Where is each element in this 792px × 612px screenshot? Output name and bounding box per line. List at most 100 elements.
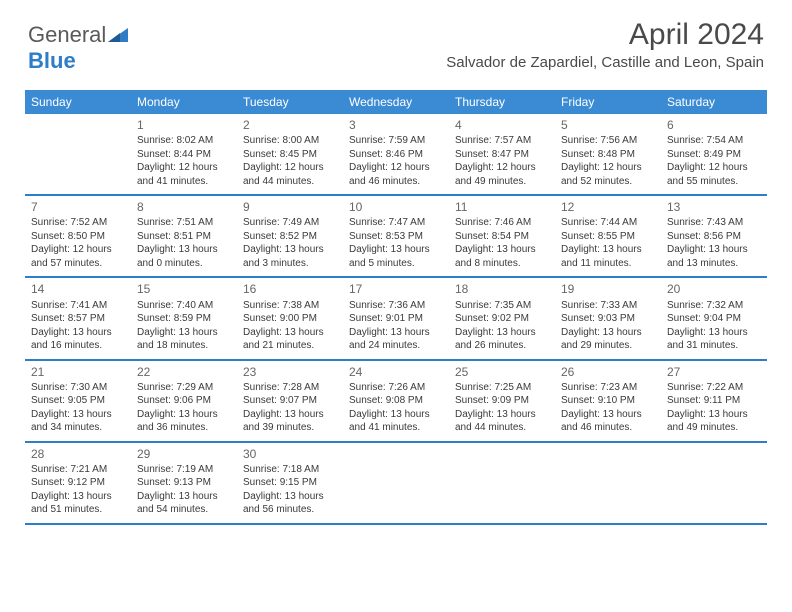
day-dl1: Daylight: 13 hours — [667, 408, 761, 422]
day-dl1: Daylight: 13 hours — [349, 326, 443, 340]
day-number: 18 — [455, 281, 549, 297]
day-dl2: and 41 minutes. — [137, 175, 231, 189]
day-sunset: Sunset: 9:09 PM — [455, 394, 549, 408]
week-row: 14Sunrise: 7:41 AMSunset: 8:57 PMDayligh… — [25, 278, 767, 360]
day-cell: 21Sunrise: 7:30 AMSunset: 9:05 PMDayligh… — [25, 361, 131, 441]
day-dl1: Daylight: 12 hours — [243, 161, 337, 175]
day-dl2: and 16 minutes. — [31, 339, 125, 353]
day-cell — [661, 443, 767, 523]
day-sunrise: Sunrise: 7:56 AM — [561, 134, 655, 148]
day-dl2: and 46 minutes. — [349, 175, 443, 189]
day-cell: 1Sunrise: 8:02 AMSunset: 8:44 PMDaylight… — [131, 114, 237, 194]
day-number: 13 — [667, 199, 761, 215]
weekday-header: Tuesday — [237, 90, 343, 114]
day-cell: 9Sunrise: 7:49 AMSunset: 8:52 PMDaylight… — [237, 196, 343, 276]
day-dl1: Daylight: 13 hours — [455, 326, 549, 340]
day-sunset: Sunset: 8:46 PM — [349, 148, 443, 162]
day-sunset: Sunset: 8:55 PM — [561, 230, 655, 244]
day-dl2: and 18 minutes. — [137, 339, 231, 353]
day-sunrise: Sunrise: 7:18 AM — [243, 463, 337, 477]
weekday-header: Monday — [131, 90, 237, 114]
day-number: 8 — [137, 199, 231, 215]
day-dl2: and 3 minutes. — [243, 257, 337, 271]
day-dl2: and 8 minutes. — [455, 257, 549, 271]
day-sunrise: Sunrise: 7:36 AM — [349, 299, 443, 313]
day-number: 4 — [455, 117, 549, 133]
day-sunrise: Sunrise: 7:32 AM — [667, 299, 761, 313]
week-row: 7Sunrise: 7:52 AMSunset: 8:50 PMDaylight… — [25, 196, 767, 278]
day-dl2: and 51 minutes. — [31, 503, 125, 517]
day-number: 9 — [243, 199, 337, 215]
day-cell: 19Sunrise: 7:33 AMSunset: 9:03 PMDayligh… — [555, 278, 661, 358]
day-sunrise: Sunrise: 7:43 AM — [667, 216, 761, 230]
day-sunset: Sunset: 8:50 PM — [31, 230, 125, 244]
day-dl1: Daylight: 13 hours — [31, 408, 125, 422]
weekday-header-row: Sunday Monday Tuesday Wednesday Thursday… — [25, 90, 767, 114]
day-number: 19 — [561, 281, 655, 297]
day-cell: 24Sunrise: 7:26 AMSunset: 9:08 PMDayligh… — [343, 361, 449, 441]
day-dl2: and 36 minutes. — [137, 421, 231, 435]
weekday-header: Sunday — [25, 90, 131, 114]
week-row: 1Sunrise: 8:02 AMSunset: 8:44 PMDaylight… — [25, 114, 767, 196]
day-dl1: Daylight: 12 hours — [455, 161, 549, 175]
day-dl2: and 34 minutes. — [31, 421, 125, 435]
logo-text-blue: Blue — [28, 48, 76, 73]
day-dl2: and 13 minutes. — [667, 257, 761, 271]
day-number: 16 — [243, 281, 337, 297]
day-sunrise: Sunrise: 7:23 AM — [561, 381, 655, 395]
day-dl2: and 26 minutes. — [455, 339, 549, 353]
day-dl1: Daylight: 13 hours — [243, 326, 337, 340]
day-number: 28 — [31, 446, 125, 462]
day-cell: 7Sunrise: 7:52 AMSunset: 8:50 PMDaylight… — [25, 196, 131, 276]
day-sunset: Sunset: 8:53 PM — [349, 230, 443, 244]
day-dl1: Daylight: 13 hours — [243, 490, 337, 504]
page-title: April 2024 — [446, 18, 764, 52]
logo-text: General Blue — [28, 22, 128, 74]
day-sunrise: Sunrise: 8:02 AM — [137, 134, 231, 148]
logo-text-gray: General — [28, 22, 106, 47]
day-dl1: Daylight: 13 hours — [561, 326, 655, 340]
weeks-container: 1Sunrise: 8:02 AMSunset: 8:44 PMDaylight… — [25, 114, 767, 525]
day-sunset: Sunset: 9:04 PM — [667, 312, 761, 326]
day-sunset: Sunset: 9:12 PM — [31, 476, 125, 490]
day-dl2: and 54 minutes. — [137, 503, 231, 517]
day-dl1: Daylight: 12 hours — [31, 243, 125, 257]
day-sunset: Sunset: 8:44 PM — [137, 148, 231, 162]
day-sunset: Sunset: 8:57 PM — [31, 312, 125, 326]
day-sunrise: Sunrise: 7:40 AM — [137, 299, 231, 313]
day-cell: 10Sunrise: 7:47 AMSunset: 8:53 PMDayligh… — [343, 196, 449, 276]
day-sunset: Sunset: 8:59 PM — [137, 312, 231, 326]
day-cell: 14Sunrise: 7:41 AMSunset: 8:57 PMDayligh… — [25, 278, 131, 358]
day-number: 29 — [137, 446, 231, 462]
day-sunrise: Sunrise: 7:30 AM — [31, 381, 125, 395]
day-sunset: Sunset: 8:45 PM — [243, 148, 337, 162]
header: General Blue April 2024 Salvador de Zapa… — [0, 0, 792, 80]
day-sunset: Sunset: 8:51 PM — [137, 230, 231, 244]
day-sunrise: Sunrise: 8:00 AM — [243, 134, 337, 148]
day-dl1: Daylight: 13 hours — [349, 408, 443, 422]
day-dl1: Daylight: 13 hours — [137, 408, 231, 422]
day-dl2: and 57 minutes. — [31, 257, 125, 271]
day-cell: 20Sunrise: 7:32 AMSunset: 9:04 PMDayligh… — [661, 278, 767, 358]
day-dl2: and 52 minutes. — [561, 175, 655, 189]
day-dl1: Daylight: 13 hours — [31, 326, 125, 340]
day-sunset: Sunset: 9:07 PM — [243, 394, 337, 408]
day-sunrise: Sunrise: 7:46 AM — [455, 216, 549, 230]
day-dl1: Daylight: 13 hours — [349, 243, 443, 257]
day-sunrise: Sunrise: 7:59 AM — [349, 134, 443, 148]
week-row: 21Sunrise: 7:30 AMSunset: 9:05 PMDayligh… — [25, 361, 767, 443]
day-cell: 29Sunrise: 7:19 AMSunset: 9:13 PMDayligh… — [131, 443, 237, 523]
day-sunset: Sunset: 9:06 PM — [137, 394, 231, 408]
day-cell: 23Sunrise: 7:28 AMSunset: 9:07 PMDayligh… — [237, 361, 343, 441]
day-dl1: Daylight: 12 hours — [667, 161, 761, 175]
day-sunrise: Sunrise: 7:26 AM — [349, 381, 443, 395]
day-dl2: and 39 minutes. — [243, 421, 337, 435]
day-sunset: Sunset: 8:49 PM — [667, 148, 761, 162]
day-number: 7 — [31, 199, 125, 215]
day-dl1: Daylight: 13 hours — [667, 243, 761, 257]
day-cell: 6Sunrise: 7:54 AMSunset: 8:49 PMDaylight… — [661, 114, 767, 194]
day-number: 17 — [349, 281, 443, 297]
day-dl2: and 56 minutes. — [243, 503, 337, 517]
day-dl2: and 44 minutes. — [243, 175, 337, 189]
day-number: 3 — [349, 117, 443, 133]
